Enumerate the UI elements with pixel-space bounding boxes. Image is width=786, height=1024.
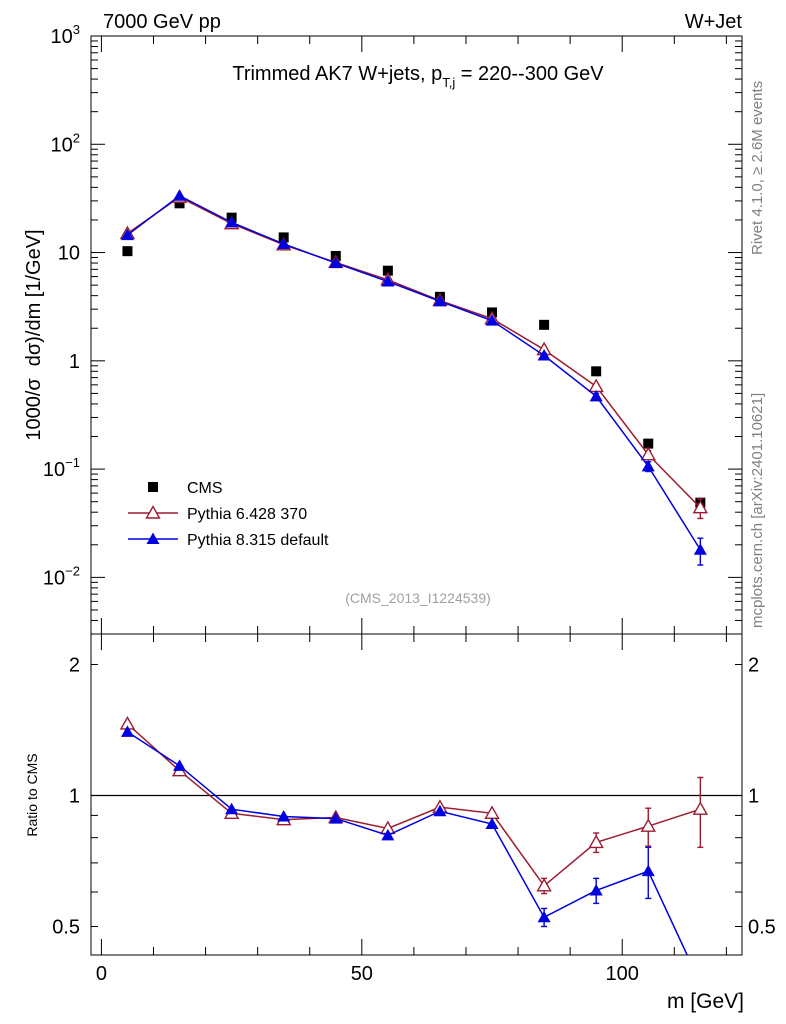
- ratio-data-point: [329, 812, 343, 824]
- y-tick-label-exponent: −2: [65, 563, 80, 578]
- ratio-data-point: [692, 801, 709, 815]
- y-tick-label-right: 0.5: [748, 916, 776, 938]
- ratio-data-point: [485, 817, 499, 829]
- data-point: [173, 189, 187, 201]
- y-tick-label: 2: [69, 654, 80, 676]
- ratio-data-point: [381, 828, 395, 841]
- legend-marker: [148, 482, 158, 492]
- y-tick-label: 103: [51, 22, 80, 48]
- data-point: [120, 228, 134, 241]
- ratio-series-line: [126, 723, 701, 887]
- ratio-data-point: [537, 910, 551, 923]
- y-tick-label: 10: [58, 243, 80, 265]
- main-y-axis-label: 1000/σ dσ)/dm [1/GeV]: [23, 229, 45, 440]
- y-tick-label-exponent: −1: [65, 455, 80, 470]
- series-line: [127, 196, 701, 509]
- data-point: [537, 349, 551, 361]
- legend-label: CMS: [187, 480, 223, 497]
- legend-label: Pythia 6.428 370: [187, 506, 307, 523]
- y-tick-label: 10−1: [43, 455, 80, 481]
- main-y-axis-label-middle: dσ)/dm [1/GeV]: [23, 229, 45, 366]
- data-point: [693, 543, 707, 555]
- legend-marker: [146, 532, 160, 544]
- ratio-frame: [90, 633, 743, 956]
- x-tick-label: 100: [606, 963, 639, 985]
- data-point: [485, 314, 499, 326]
- main-y-axis-label-prefix: 1000/σ: [23, 378, 45, 441]
- ratio-y-axis-label-text: Ratio to CMS: [24, 753, 40, 836]
- ratio-data-point: [173, 759, 187, 771]
- y-tick-label: 1: [69, 785, 80, 807]
- x-axis-label: m [GeV]: [667, 990, 744, 1013]
- data-point: [641, 459, 655, 472]
- ratio-series-filled-triangle: [120, 725, 688, 955]
- legend-marker: [145, 505, 161, 519]
- ratio-data-point: [640, 818, 656, 832]
- data-point: [591, 366, 602, 377]
- y-tick-label-base: 10: [58, 243, 80, 265]
- mcplots-side-label: mcplots.cern.ch [arXiv:2401.10621]: [749, 393, 766, 628]
- y-tick-label-base: 10: [43, 459, 65, 481]
- ratio-y-axis-label: Ratio to CMS: [24, 753, 40, 836]
- data-point: [225, 215, 239, 228]
- legend-entry: CMS: [148, 480, 223, 497]
- y-tick-label: 102: [51, 130, 80, 156]
- data-point: [433, 294, 447, 307]
- x-tick-label: 50: [351, 963, 373, 985]
- ratio-data-point: [225, 802, 239, 815]
- ratio-data-point: [277, 809, 291, 822]
- y-tick-label: 0.5: [52, 916, 80, 938]
- svg-text:1000/σdσ)/dm [1/GeV]: 1000/σ dσ)/dm [1/GeV]: [23, 229, 45, 440]
- data-point: [174, 198, 185, 209]
- legend-entry: Pythia 6.428 370: [128, 505, 307, 523]
- data-point: [277, 237, 291, 249]
- ratio-series-line: [127, 731, 688, 955]
- ratio-data-point: [589, 883, 603, 896]
- data-point: [329, 256, 343, 269]
- ratio-data-point: [641, 864, 655, 877]
- y-tick-label: 1: [69, 351, 80, 373]
- series-line: [127, 194, 701, 551]
- ratio-data-point: [588, 834, 604, 849]
- header-left: 7000 GeV pp: [103, 11, 221, 33]
- data-point: [692, 499, 709, 514]
- data-point: [381, 275, 395, 287]
- y-tick-label: 10−2: [43, 563, 80, 589]
- legend-entry: Pythia 8.315 default: [128, 532, 329, 549]
- data-point: [122, 246, 133, 257]
- y-tick-label-base: 1: [69, 351, 80, 373]
- x-tick-label: 0: [96, 963, 107, 985]
- data-point: [640, 446, 656, 461]
- data-point: [589, 389, 603, 402]
- data-point: [539, 319, 550, 330]
- y-tick-label-exponent: 2: [73, 130, 80, 145]
- ratio-data-point: [536, 877, 552, 892]
- main-title-suffix: = 220--300 GeV: [455, 63, 604, 85]
- y-tick-label-base: 10: [51, 26, 73, 48]
- main-title-prefix: Trimmed AK7 W+jets, p: [232, 63, 442, 85]
- ratio-panel: 0.5 0.5 1 1 2 2 0 50 100: [52, 633, 776, 985]
- y-tick-label-right: 1: [748, 785, 759, 807]
- main-title-subscript: T,j: [442, 75, 455, 90]
- rivet-side-label: Rivet 4.1.0, ≥ 2.6M events: [749, 81, 766, 255]
- data-point: [382, 265, 393, 276]
- y-tick-label-exponent: 3: [73, 22, 80, 37]
- data-point: [643, 438, 654, 449]
- y-tick-label-base: 10: [51, 134, 73, 156]
- watermark: (CMS_2013_I1224539): [345, 590, 491, 606]
- ratio-data-point: [433, 804, 447, 817]
- y-tick-label-right: 2: [748, 654, 759, 676]
- y-tick-label-base: 10: [43, 567, 65, 589]
- ratio-data-point: [120, 725, 134, 737]
- main-title: Trimmed AK7 W+jets, pT,j = 220--300 GeV: [232, 63, 604, 90]
- legend-label: Pythia 8.315 default: [187, 532, 329, 549]
- series-filled-triangle: [120, 189, 707, 566]
- legend: CMS Pythia 6.428 370 Pythia 8.315 default: [128, 480, 329, 549]
- header-right: W+Jet: [685, 11, 743, 33]
- svg-text:Trimmed AK7 W+jets, pT,j = 220: Trimmed AK7 W+jets, pT,j = 220--300 GeV: [232, 63, 604, 90]
